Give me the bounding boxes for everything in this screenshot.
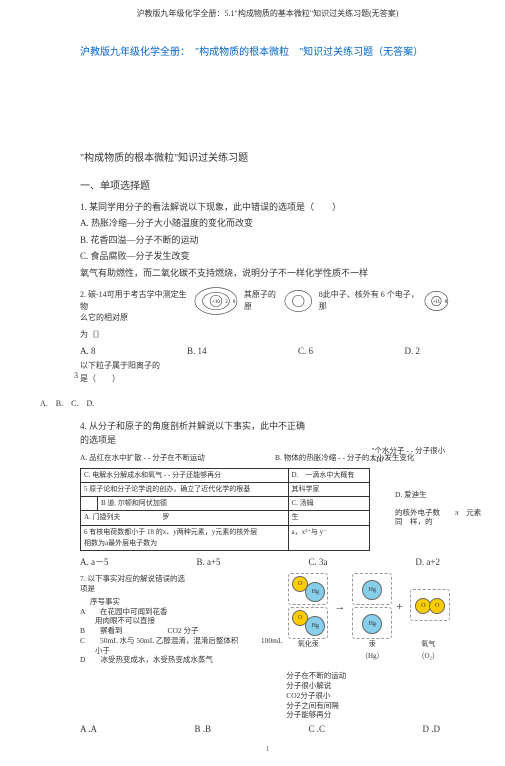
q2-opt-d: D. 2 xyxy=(404,344,420,358)
q7-opt-a: A .A xyxy=(80,722,97,736)
ball-hg: Hg xyxy=(362,580,382,600)
label-hgo: 氧化汞 xyxy=(286,639,330,661)
q7-right-col: 分子在不断的运动 分子很小解说 CO2分子很小 分子之间有间隔 分子能够再分 xyxy=(286,671,456,720)
tbl-bdao: B 道. 尔顿和阿伏加德 xyxy=(98,497,289,511)
tbl-c2: C. 汤姆 xyxy=(288,497,369,511)
tbl-empty xyxy=(81,497,98,511)
q2-opt-b: B. 14 xyxy=(187,344,207,358)
atom-diagram-3: +11 8 xyxy=(422,284,451,318)
plus-icon: + xyxy=(396,597,403,616)
q7-opts: A .A B .B C .C D .D xyxy=(80,722,440,736)
ball-o: O xyxy=(429,598,445,614)
q7-opt-c: C .C xyxy=(309,722,326,736)
q2-text-mid2: 8此中子、核外有 6 个电子，那 xyxy=(319,289,423,315)
part1-title: 一、单项选择题 xyxy=(80,179,455,195)
svg-text:8: 8 xyxy=(233,300,236,305)
q2-opts: A. 8 B. 14 C. 6 D. 2 xyxy=(80,344,420,358)
tbl-d2-side: D. 爱迪生 的核外电子数 π 元素同 样，的 xyxy=(395,490,485,526)
svg-text:+10: +10 xyxy=(212,300,220,305)
q1-opt-c: C. 食品腐败—分子发生改变 xyxy=(80,250,455,264)
tbl-d: D. 一滴水中大概有 xyxy=(288,468,369,482)
main-title: 沪教版九年级化学全册： "构成物质的根本微粒 "知识过关练习题（无答案） xyxy=(80,45,455,61)
atom-diagram-1: +10 2 8 xyxy=(192,284,240,318)
q7-opt-b: B .B xyxy=(195,722,212,736)
tbl-a: A. 门捷列夫 罗 xyxy=(81,511,289,525)
arrow-icon: → xyxy=(334,599,345,617)
tbl-c: C. 电解水分解成水和氧气 - - 分子还能够再分 xyxy=(81,468,289,482)
section-title: "构成物质的根本微粒"知识过关练习题 xyxy=(80,151,455,167)
q2-opt-c: C. 6 xyxy=(298,344,313,358)
q6-opt-a: A. a－5 xyxy=(80,555,109,569)
q2-row: 2. 碳-14可用于考古学中测定生物 +10 2 8 其原子的原 xyxy=(80,284,455,325)
q7: 7. 以下事实对应的解说错误的选 项是 xyxy=(80,574,286,594)
q7-xu: 序号事实 xyxy=(90,597,286,607)
reaction-diagram: O Hg O Hg → Hg Hg + O O xyxy=(286,571,456,651)
q7-opt-d: D .D xyxy=(423,722,441,736)
label-hg: 汞（Hg） xyxy=(350,639,394,661)
svg-text:2: 2 xyxy=(225,300,228,305)
q1-opt-b: B. 花香四溢—分子不断的运动 xyxy=(80,234,455,248)
q2-text-mid: 其原子的原 xyxy=(244,289,282,315)
tbl-6b: a，x²⁺与 y⁻ xyxy=(288,525,369,550)
q1-opt-d: 氧气有助燃性，而二氧化碳不支持燃烧，说明分子不一样化学性质不一样 xyxy=(80,267,455,281)
tbl-5: 5 原子论和分子论学说的创办，确立了近代化学的根基 xyxy=(81,483,289,497)
q2-opt-a: A. 8 xyxy=(80,344,96,358)
q7-c: C 50mL 水与 50mL 乙醇混淆，混淆后整体积 100mL 小于 xyxy=(80,636,286,656)
q6-opt-c: C. 3a xyxy=(308,555,327,569)
q3-abcd: A. B. C. D. xyxy=(40,398,455,410)
q6-opt-b: B. a+5 xyxy=(196,555,220,569)
q7-b: B 察看到 CO2 分子 xyxy=(80,626,286,636)
ball-hg: Hg xyxy=(362,614,382,634)
q6-opts: A. a－5 B. a+5 C. 3a D. a+2 xyxy=(80,555,440,569)
atom-diagram-2 xyxy=(282,284,315,318)
side-label: "个水分子 - - 分子很小 ×10 xyxy=(371,446,445,464)
ball-hg: Hg xyxy=(305,582,325,602)
q1-opt-a: A. 热胀冷缩—分子大小随温度的变化而改变 xyxy=(80,217,455,231)
q1: 1. 某同学用分子的看法解说以下现象，此中错误的选项是（ ） xyxy=(80,201,455,215)
ball-hg: Hg xyxy=(305,616,325,636)
q7-a: A 在花园中可闻到花香 用肉眼不可以直接 xyxy=(80,607,286,627)
q7-d: D 冰受热变成水，水受热变成水蒸气 xyxy=(80,655,286,665)
q5-q6-table: C. 电解水分解成水和氧气 - - 分子还能够再分 D. 一滴水中大概有 5 原… xyxy=(80,468,370,551)
q3: 以下粒子属于阳离子的 xyxy=(80,361,160,370)
q6-opt-d: D. a+2 xyxy=(415,555,440,569)
q3b: 是（ ） xyxy=(80,374,120,383)
q2-bot: 为〔〕 xyxy=(80,329,455,341)
label-o2: 氧气（O₂） xyxy=(408,639,448,661)
tbl-sheng: 生 xyxy=(288,511,369,525)
q2-text-left: 2. 碳-14可用于考古学中测定生物 xyxy=(80,289,190,315)
tbl-6: 6 有核电荷数都小于 18 的x、y两种元素，y元素的核外层 相数为a最外层电子… xyxy=(81,525,289,550)
tbl-5r: 其科学家 xyxy=(288,483,369,497)
q3-num: 3 xyxy=(74,370,78,383)
q2-end: 么它的相对原 xyxy=(80,312,455,325)
page-number: 1 xyxy=(80,744,455,755)
svg-text:+11: +11 xyxy=(433,300,441,305)
q4: 4. 从分子和原子的角度剖析并解说以下事实，此中不正确 的选项是 xyxy=(80,420,455,447)
doc-header: 沪教版九年级化学全册：5.1"构成物质的基本微粒"知识过关练习题(无答案) xyxy=(80,8,455,21)
q4-opt-a: A. 品红在水中扩散 - - 分子在不断运动 xyxy=(80,453,275,463)
